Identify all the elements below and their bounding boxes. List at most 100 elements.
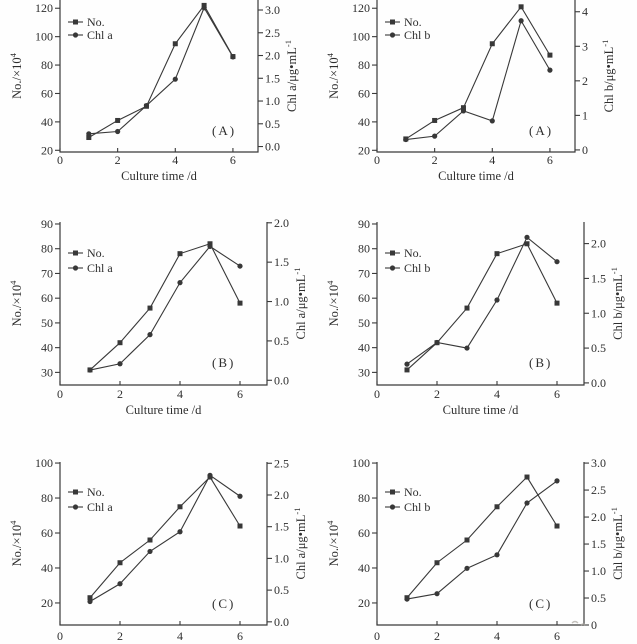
right-tick-label: 2.0 bbox=[591, 237, 606, 251]
right-axis-title: Chl a/μg•mL-1 bbox=[283, 40, 299, 112]
data-point-circle bbox=[554, 259, 560, 265]
legend-label: Chl b bbox=[404, 28, 430, 42]
data-point-square bbox=[237, 300, 243, 306]
data-point-circle bbox=[237, 263, 243, 269]
data-point-circle bbox=[86, 131, 92, 137]
left-tick-label: 100 bbox=[35, 30, 53, 44]
data-point-circle bbox=[172, 76, 178, 82]
x-axis-title: Culture time /d bbox=[438, 169, 514, 183]
data-point-circle bbox=[117, 581, 123, 587]
data-point-circle bbox=[201, 5, 207, 11]
left-axis-title: No./×104 bbox=[325, 520, 341, 566]
right-tick-label: 0 bbox=[582, 143, 588, 157]
left-tick-label: 120 bbox=[352, 1, 370, 15]
legend-square-marker bbox=[390, 250, 395, 256]
panel-label: (A) bbox=[212, 123, 236, 138]
right-tick-label: 2.0 bbox=[274, 216, 289, 230]
panel-label: (B) bbox=[529, 355, 552, 370]
series-line-chl-b bbox=[406, 480, 558, 600]
right-tick-label: 2.0 bbox=[274, 488, 289, 502]
data-point-square bbox=[117, 340, 123, 346]
right-axis-title: Chl b/μg•mL-1 bbox=[609, 507, 625, 580]
left-tick-label: 40 bbox=[358, 115, 370, 129]
x-tick-label: 2 bbox=[115, 153, 121, 167]
left-tick-label: 40 bbox=[41, 115, 53, 129]
right-tick-label: 0.0 bbox=[591, 376, 606, 390]
left-tick-label: 80 bbox=[41, 491, 53, 505]
data-point-square bbox=[547, 52, 553, 58]
left-tick-label: 50 bbox=[358, 316, 370, 330]
legend-circle-marker bbox=[389, 32, 396, 38]
right-tick-label: 3.0 bbox=[265, 3, 280, 17]
data-point-circle bbox=[494, 297, 500, 303]
x-tick-label: 6 bbox=[554, 387, 560, 401]
data-point-square bbox=[434, 560, 440, 566]
right-tick-label: 0.0 bbox=[265, 140, 280, 154]
data-point-square bbox=[172, 41, 178, 47]
right-tick-label: 2.5 bbox=[274, 456, 289, 470]
data-point-circle bbox=[464, 565, 470, 571]
left-tick-label: 100 bbox=[352, 30, 370, 44]
right-tick-label: 2 bbox=[582, 74, 588, 88]
axis-frame bbox=[376, 222, 585, 386]
panel-label: (B) bbox=[212, 355, 235, 370]
right-axis-title: Chl a/μg•mL-1 bbox=[292, 508, 308, 580]
right-tick-label: 1.5 bbox=[274, 520, 289, 534]
data-point-circle bbox=[464, 345, 470, 351]
data-point-circle bbox=[524, 234, 530, 240]
right-tick-label: 2.0 bbox=[265, 49, 280, 63]
right-tick-label: 0.0 bbox=[274, 615, 289, 629]
x-tick-label: 6 bbox=[554, 629, 560, 643]
left-tick-label: 40 bbox=[358, 561, 370, 575]
right-tick-label: 3 bbox=[582, 39, 588, 53]
series-line-no- bbox=[89, 476, 241, 599]
legend-label: Chl a bbox=[87, 500, 113, 514]
right-tick-label: 0.0 bbox=[274, 373, 289, 387]
left-tick-label: 80 bbox=[41, 242, 53, 256]
left-tick-label: 90 bbox=[358, 217, 370, 231]
x-tick-label: 2 bbox=[117, 387, 123, 401]
data-point-circle bbox=[518, 18, 524, 24]
series-line-chl-a bbox=[89, 245, 241, 371]
data-point-square bbox=[86, 135, 92, 141]
left-axis-title: No./×104 bbox=[8, 520, 24, 566]
data-point-circle bbox=[404, 361, 410, 367]
left-axis-title: No./×104 bbox=[325, 280, 341, 326]
x-tick-label: 2 bbox=[434, 629, 440, 643]
data-point-circle bbox=[147, 548, 153, 555]
data-point-circle bbox=[87, 367, 93, 373]
data-point-square bbox=[494, 251, 500, 257]
series-line-no- bbox=[88, 4, 234, 138]
left-axis-title: No./×104 bbox=[325, 52, 341, 98]
data-point-square bbox=[115, 117, 121, 123]
data-point-square bbox=[237, 523, 243, 529]
left-tick-label: 80 bbox=[358, 491, 370, 505]
data-point-square bbox=[87, 595, 93, 601]
x-axis-title: Culture time /d bbox=[126, 403, 202, 417]
series-line-chl-a bbox=[89, 474, 241, 603]
x-tick-label: 4 bbox=[489, 153, 495, 167]
panel-c-chl-b: 20 40 60 80 100 0 0.5 1.0 1.5 2.0 2.5 3.0 0 2 4 6 No./×1… bbox=[325, 456, 625, 643]
data-point-circle bbox=[207, 243, 213, 250]
legend-square-marker bbox=[73, 19, 78, 25]
data-point-square bbox=[177, 251, 183, 257]
left-tick-label: 60 bbox=[358, 291, 370, 305]
right-tick-label: 1.5 bbox=[274, 255, 289, 269]
series-line-chl-a bbox=[88, 6, 234, 135]
series-line-chl-b bbox=[405, 19, 551, 141]
x-tick-label: 0 bbox=[57, 153, 63, 167]
x-tick-label: 2 bbox=[117, 629, 123, 643]
x-tick-label: 2 bbox=[432, 153, 438, 167]
right-tick-label: 1.0 bbox=[274, 295, 289, 309]
data-point-circle bbox=[207, 472, 213, 478]
panel-a-chl-a: 20 40 60 80 100 120 0.0 0.5 1.0 1.5 2.0 2.5 3.0 0 2 4 6 C… bbox=[8, 0, 299, 183]
legend-circle-marker bbox=[389, 265, 396, 271]
legend-square-marker bbox=[73, 250, 78, 256]
data-point-square bbox=[554, 300, 560, 306]
left-tick-label: 70 bbox=[358, 266, 370, 280]
right-tick-label: 1.0 bbox=[591, 564, 606, 578]
legend-label: No. bbox=[404, 15, 422, 29]
right-axis-title: Chl b/μg•mL-1 bbox=[609, 267, 625, 340]
data-point-circle bbox=[177, 280, 183, 286]
